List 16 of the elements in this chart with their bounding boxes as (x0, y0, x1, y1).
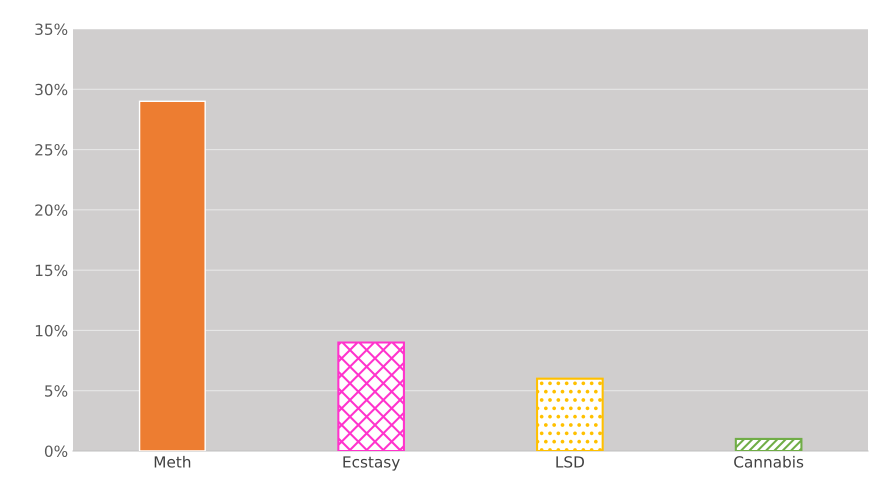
y-tick-label: 20% (35, 204, 68, 216)
bar (734, 438, 802, 451)
y-tick-label: 35% (35, 23, 68, 36)
y-tick-label: 0% (44, 445, 68, 458)
y-tick-label: 30% (35, 84, 68, 96)
x-tick-label: Ecstasy (343, 456, 400, 471)
bar (536, 378, 604, 451)
y-tick-label: 25% (35, 144, 68, 156)
x-tick-label: LSD (556, 456, 584, 468)
y-tick-label: 10% (36, 324, 68, 336)
bar (337, 341, 405, 451)
x-tick-label: Cannabis (734, 456, 804, 468)
bar (138, 100, 206, 451)
y-tick-label: 15% (36, 264, 68, 276)
x-tick-label: Meth (154, 456, 190, 468)
y-tick-label: 5% (45, 385, 68, 397)
